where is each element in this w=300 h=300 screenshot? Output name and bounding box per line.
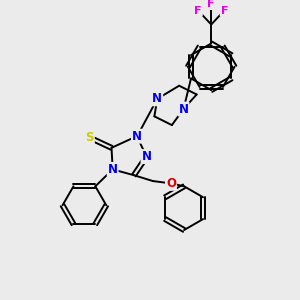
Text: N: N: [132, 130, 142, 143]
Text: S: S: [85, 131, 94, 144]
Text: N: N: [142, 150, 152, 163]
Text: F: F: [208, 0, 215, 9]
Text: F: F: [220, 5, 228, 16]
Text: N: N: [108, 163, 118, 176]
Text: N: N: [152, 92, 162, 105]
Text: O: O: [166, 177, 176, 190]
Text: F: F: [194, 5, 202, 16]
Text: N: N: [178, 103, 188, 116]
